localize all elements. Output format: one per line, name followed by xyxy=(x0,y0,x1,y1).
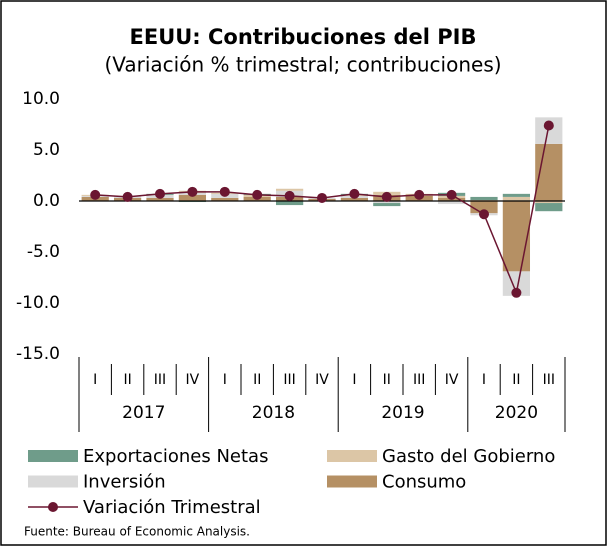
line-point xyxy=(155,188,165,199)
line-point xyxy=(446,189,457,200)
x-tick-label: II xyxy=(253,372,261,388)
x-tick-label: III xyxy=(154,372,166,388)
year-label: 2020 xyxy=(495,403,538,423)
x-tick-label: IV xyxy=(445,372,459,388)
y-tick-label: 0.0 xyxy=(33,191,60,211)
line-point xyxy=(543,120,554,131)
legend-swatch xyxy=(28,475,78,488)
y-tick-label: 10.0 xyxy=(22,89,60,109)
legend-swatch xyxy=(28,450,78,462)
y-tick-label: 5.0 xyxy=(33,140,60,160)
x-tick-label: I xyxy=(352,372,356,388)
bar xyxy=(211,197,239,201)
line-point xyxy=(187,186,198,197)
source: Fuente: Bureau of Economic Analysis. xyxy=(24,525,250,539)
x-tick-label: II xyxy=(383,372,391,388)
line-point xyxy=(284,190,295,201)
x-tick-label: III xyxy=(543,372,555,388)
line-point xyxy=(511,287,522,298)
x-tick-label: IV xyxy=(186,372,200,388)
bar xyxy=(535,201,563,204)
legend-swatch xyxy=(327,475,377,488)
bar xyxy=(373,203,401,207)
y-tick-label: -10.0 xyxy=(16,293,60,313)
bar xyxy=(340,197,369,201)
bar xyxy=(470,196,498,200)
line-point xyxy=(252,189,263,200)
line-point xyxy=(381,191,392,202)
bar xyxy=(178,194,207,201)
x-tick-label: I xyxy=(223,372,227,388)
x-tick-label: IV xyxy=(315,372,329,388)
bar xyxy=(535,203,563,212)
legend-label: Variación Trimestral xyxy=(83,497,261,518)
line-point xyxy=(219,186,230,197)
x-tick-label: I xyxy=(482,372,486,388)
line-point xyxy=(90,189,101,200)
bar xyxy=(502,193,531,197)
bar xyxy=(502,201,531,272)
legend-label: Consumo xyxy=(382,472,466,493)
y-tick-label: -5.0 xyxy=(27,242,60,262)
x-tick-label: II xyxy=(123,372,131,388)
legend-label: Gasto del Gobierno xyxy=(382,446,555,467)
bar xyxy=(502,196,531,201)
legend-swatch xyxy=(327,450,377,462)
x-tick-label: I xyxy=(93,372,97,388)
chart-subtitle: (Variación % trimestral; contribuciones) xyxy=(104,53,501,77)
year-label: 2019 xyxy=(381,403,424,423)
legend-label: Exportaciones Netas xyxy=(83,446,268,467)
year-label: 2017 xyxy=(122,403,165,423)
bar xyxy=(275,188,304,191)
bar xyxy=(146,197,174,201)
legend-label: Inversión xyxy=(83,472,166,493)
line-point xyxy=(479,209,489,220)
chart-title: EEUU: Contribuciones del PIB xyxy=(130,25,477,49)
bar xyxy=(437,201,466,205)
bar xyxy=(373,201,401,204)
line-point xyxy=(349,188,360,199)
legend-marker xyxy=(48,502,58,512)
bar xyxy=(275,201,304,206)
x-tick-label: II xyxy=(512,372,520,388)
line-point xyxy=(122,191,133,202)
y-tick-label: -15.0 xyxy=(16,344,60,364)
line-point xyxy=(317,192,327,203)
x-tick-label: III xyxy=(413,372,425,388)
x-tick-label: III xyxy=(283,372,295,388)
line-point xyxy=(414,189,425,200)
year-label: 2018 xyxy=(252,403,295,423)
